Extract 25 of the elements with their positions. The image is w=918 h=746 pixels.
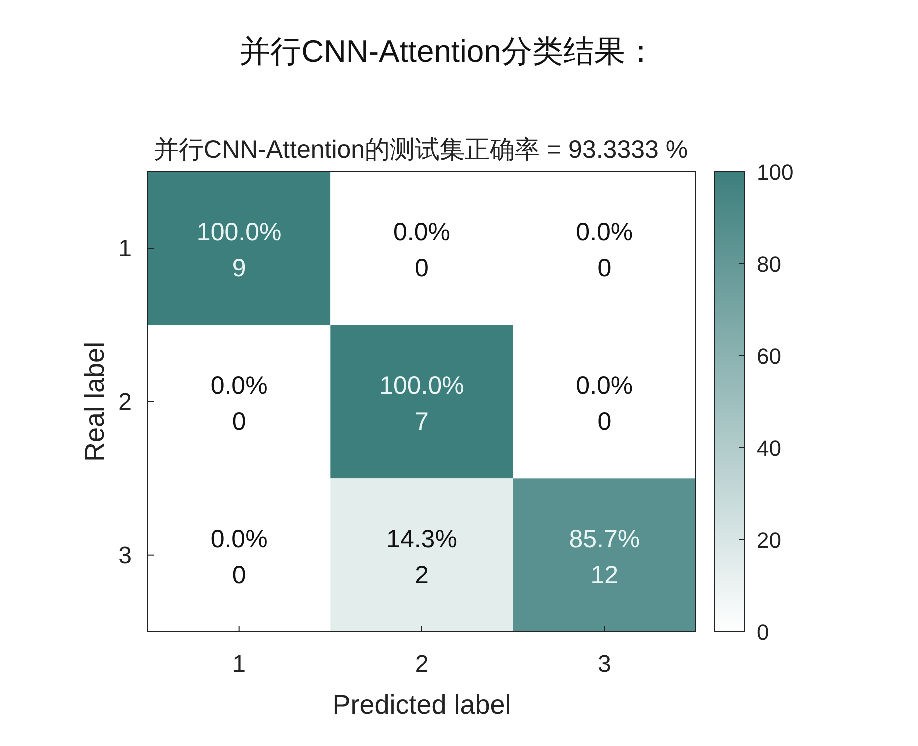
- x-tick-label: 1: [232, 651, 246, 678]
- color-bar-label: 100: [757, 160, 794, 185]
- data-label: 0.0% 0: [394, 218, 450, 283]
- color-bar-label: 0: [757, 620, 770, 645]
- color-bar-label: 40: [757, 436, 782, 461]
- data-label: 100.0% 9: [196, 218, 282, 283]
- color-bar-label: 60: [757, 344, 782, 369]
- chart-subtitle: 并行CNN-Attention的测试集正确率 = 93.3333 %: [154, 136, 688, 164]
- y-tick-label: 2: [118, 389, 132, 416]
- data-label: 0.0% 0: [210, 525, 268, 590]
- data-label: 85.7% 12: [569, 525, 640, 590]
- data-label: 0.0% 0: [576, 218, 634, 283]
- y-tick-label: 1: [118, 236, 132, 263]
- color-bar-label: 80: [757, 252, 782, 277]
- data-label: 0.0% 0: [210, 372, 268, 436]
- data-label: 0.0% 0: [576, 372, 634, 436]
- y-tick-label: 3: [118, 542, 132, 570]
- x-tick-label: 2: [415, 651, 429, 678]
- chart-title: 并行CNN-Attention分类结果：: [240, 34, 656, 69]
- data-label: 14.3% 2: [386, 525, 458, 590]
- data-label: 100.0% 7: [380, 372, 464, 436]
- y-axis-title: Real label: [80, 342, 110, 462]
- color-bar-label: 20: [757, 528, 782, 553]
- x-axis-title: Predicted label: [332, 690, 512, 720]
- x-tick-label: 3: [598, 651, 612, 678]
